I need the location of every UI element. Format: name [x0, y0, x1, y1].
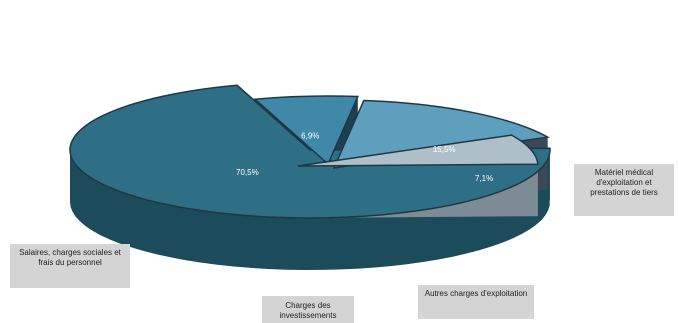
- pie-value-labels: 70,5% 6,9% 15,5% 7,1%: [236, 131, 493, 183]
- callout-salaires: Salaires, charges sociales et frais du p…: [10, 244, 130, 288]
- slice-top-2: [332, 99, 551, 169]
- slice-value-label-2: 15,5%: [433, 145, 456, 154]
- slice-value-label-3: 7,1%: [475, 174, 493, 183]
- callout-charges: Charges des investissements: [262, 296, 354, 323]
- slice-top-1: [253, 95, 359, 166]
- pie-tops: [69, 84, 551, 219]
- slice-side-0: [70, 149, 550, 270]
- callout-autres: Autres charges d'exploitation: [418, 285, 534, 319]
- slice-value-label-0: 70,5%: [236, 168, 259, 177]
- slice-value-label-1: 6,9%: [301, 131, 319, 140]
- callout-materiel: Matériel médical d'exploitation et prest…: [574, 164, 674, 216]
- slice-top-0: [69, 84, 551, 219]
- slice-top-3: [297, 134, 539, 167]
